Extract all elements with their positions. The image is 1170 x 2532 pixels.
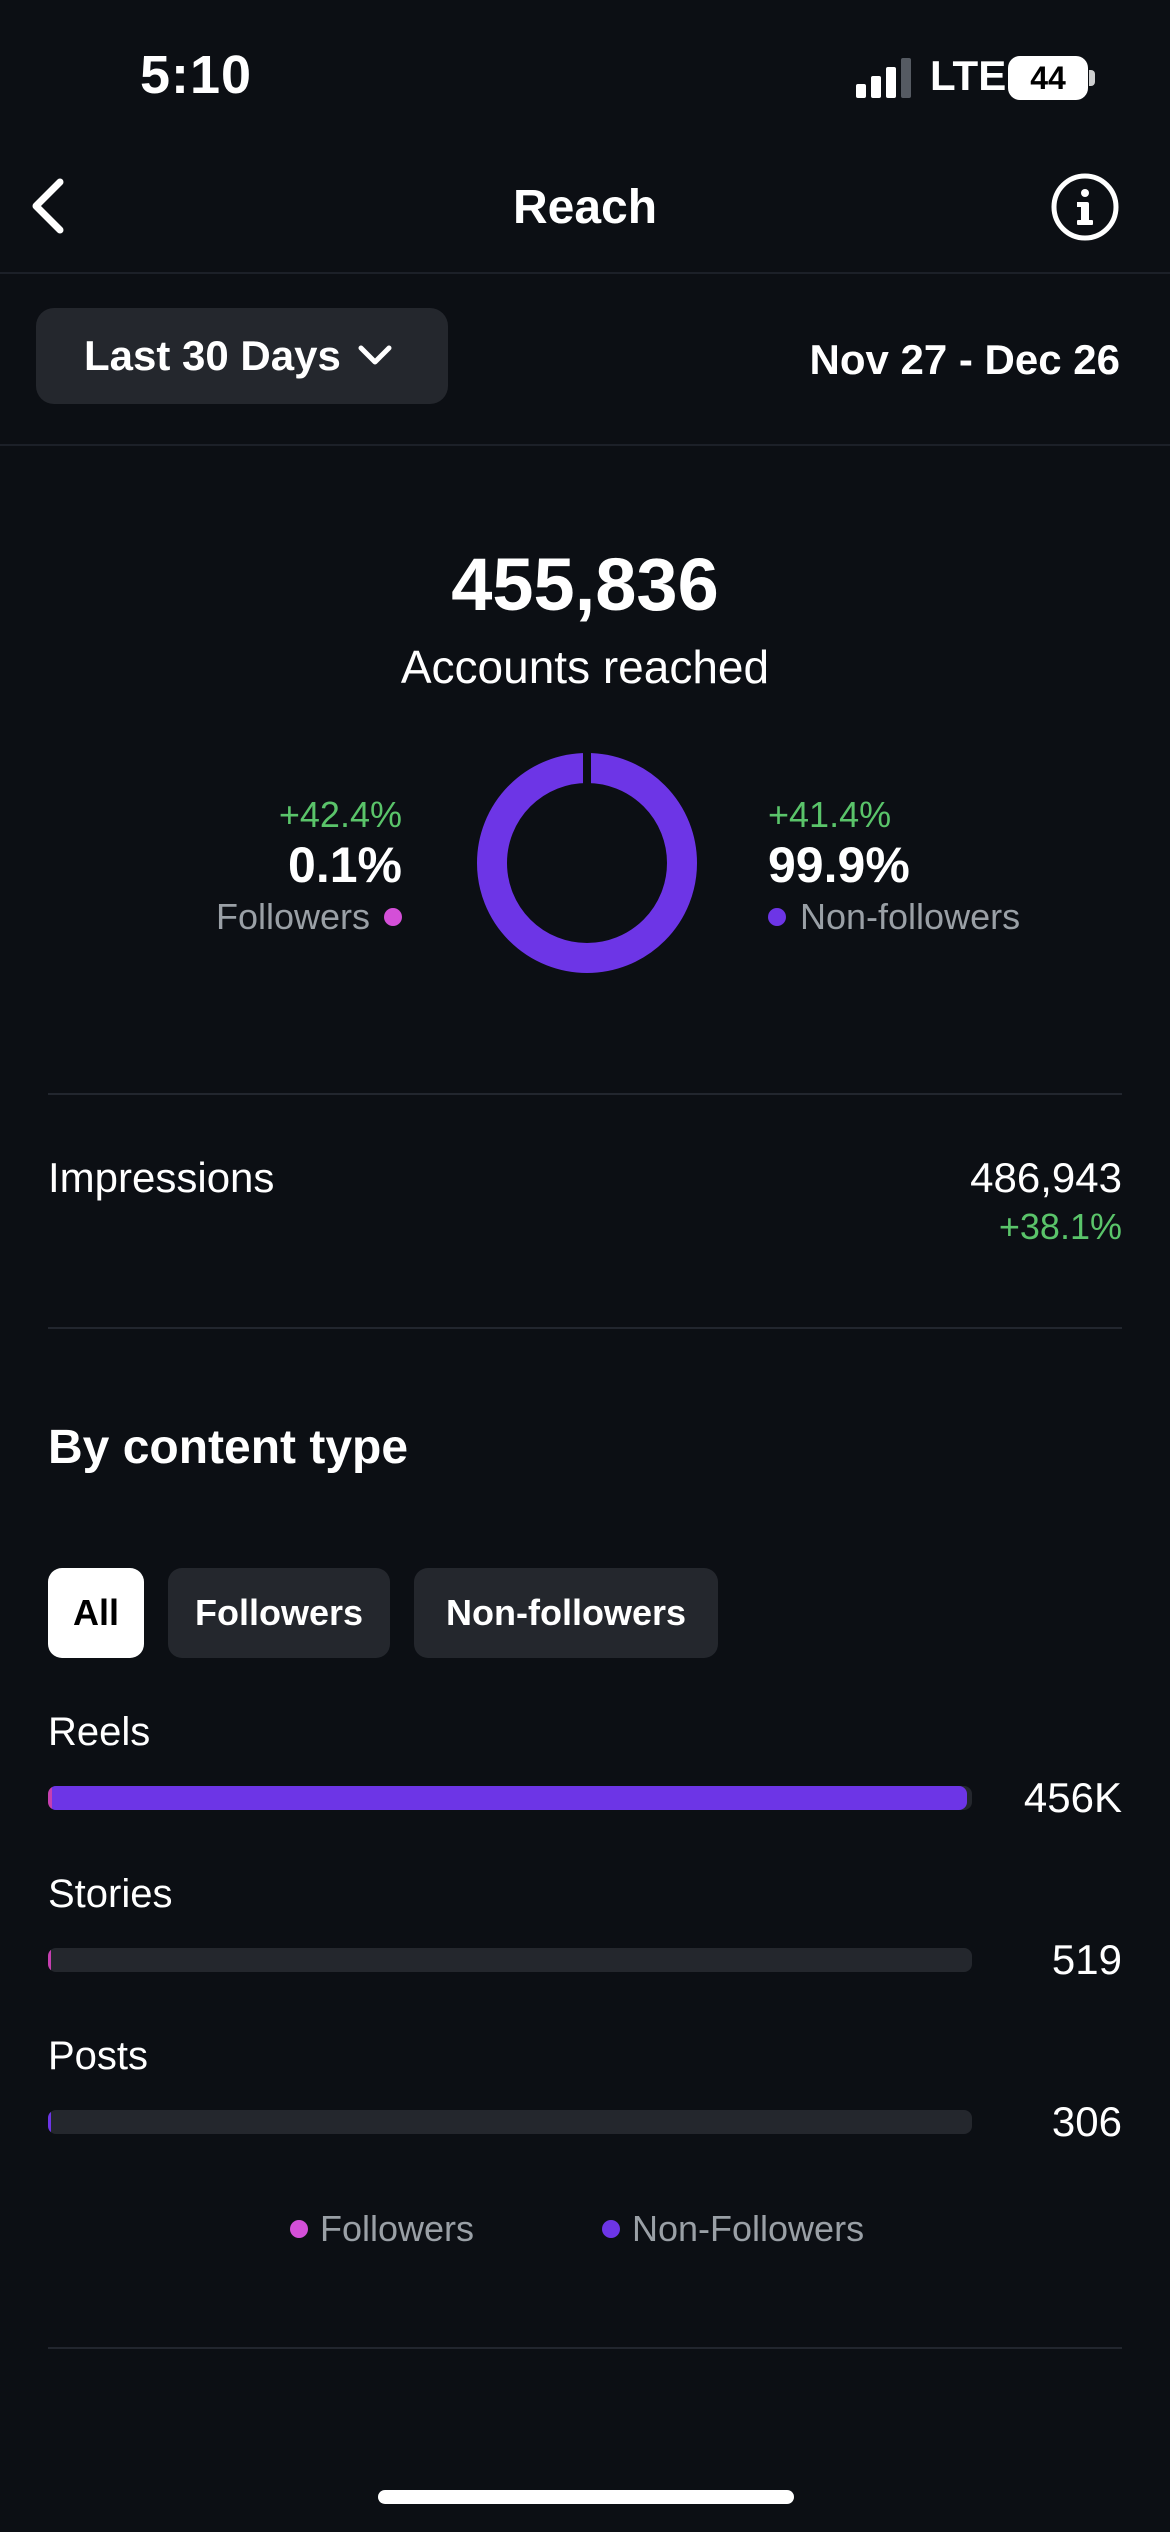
legend-non-followers-label: Non-Followers bbox=[632, 2208, 865, 2249]
network-type: LTE bbox=[930, 52, 1007, 99]
status-time: 5:10 bbox=[140, 45, 253, 105]
impressions-divider bbox=[48, 1327, 1122, 1329]
posts-value: 306 bbox=[1051, 2098, 1122, 2145]
non-followers-legend: Non-followers bbox=[768, 896, 1020, 938]
followers-change: +42.4% bbox=[278, 794, 402, 835]
donut-segment-gap bbox=[583, 752, 591, 786]
reels-bar bbox=[48, 1786, 972, 1810]
reels-non-followers-fill bbox=[51, 1786, 968, 1810]
stories-followers-fill bbox=[48, 1948, 51, 1972]
tab-non-followers[interactable]: Non-followers bbox=[414, 1568, 718, 1658]
signal-icon bbox=[856, 58, 911, 98]
chevron-down-icon bbox=[358, 345, 392, 365]
legend-followers-dot-icon bbox=[290, 2220, 308, 2238]
reach-donut-chart bbox=[477, 752, 697, 973]
nav-divider bbox=[0, 272, 1170, 274]
posts-label: Posts bbox=[48, 2034, 149, 2078]
accounts-reached-value: 455,836 bbox=[451, 543, 719, 626]
date-range-text: Nov 27 - Dec 26 bbox=[809, 336, 1121, 383]
chevron-left-icon[interactable] bbox=[22, 174, 82, 238]
bottom-divider bbox=[48, 2347, 1122, 2349]
date-range-label: Last 30 Days bbox=[84, 332, 341, 379]
range-divider bbox=[0, 444, 1170, 446]
stories-label: Stories bbox=[48, 1872, 173, 1916]
stories-value: 519 bbox=[1051, 1936, 1122, 1983]
legend-followers: Followers bbox=[290, 2208, 474, 2250]
stories-bar bbox=[48, 1948, 972, 1972]
tab-all[interactable]: All bbox=[48, 1568, 144, 1658]
date-range-dropdown[interactable]: Last 30 Days bbox=[36, 308, 448, 404]
followers-dot-icon bbox=[384, 908, 402, 926]
followers-label: Followers bbox=[215, 896, 370, 937]
donut-non-followers-segment bbox=[477, 753, 697, 973]
battery-tip bbox=[1089, 70, 1095, 86]
reels-value: 456K bbox=[1023, 1774, 1122, 1821]
non-followers-percent: 99.9% bbox=[768, 837, 910, 893]
reels-label: Reels bbox=[48, 1710, 151, 1754]
non-followers-change: +41.4% bbox=[768, 794, 892, 835]
page-title: Reach bbox=[512, 181, 658, 234]
impressions-label: Impressions bbox=[48, 1154, 275, 1201]
posts-non-followers-fill bbox=[48, 2110, 51, 2134]
home-indicator bbox=[378, 2490, 794, 2504]
tab-followers[interactable]: Followers bbox=[168, 1568, 390, 1658]
legend-followers-label: Followers bbox=[320, 2208, 475, 2249]
followers-percent: 0.1% bbox=[288, 837, 402, 893]
reels-followers-fill bbox=[48, 1786, 52, 1810]
followers-legend: Followers bbox=[216, 896, 402, 938]
content-type-title: By content type bbox=[48, 1421, 409, 1474]
info-icon[interactable] bbox=[1050, 172, 1120, 242]
non-followers-label: Non-followers bbox=[800, 896, 1021, 937]
posts-bar bbox=[48, 2110, 972, 2134]
impressions-value: 486,943 bbox=[970, 1154, 1122, 1201]
non-followers-dot-icon bbox=[768, 908, 786, 926]
impressions-change: +38.1% bbox=[998, 1206, 1122, 1247]
battery-icon: 44 bbox=[1008, 56, 1088, 100]
legend-non-followers: Non-Followers bbox=[602, 2208, 864, 2250]
accounts-reached-label: Accounts reached bbox=[400, 641, 770, 693]
summary-divider bbox=[48, 1093, 1122, 1095]
legend-non-followers-dot-icon bbox=[602, 2220, 620, 2238]
